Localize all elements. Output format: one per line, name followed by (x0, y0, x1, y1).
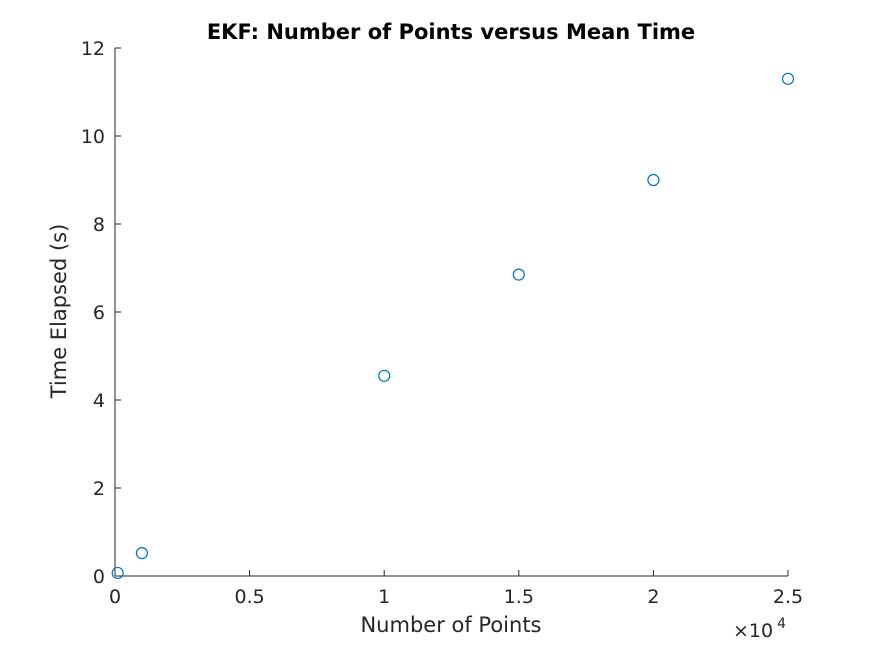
x-exponent-label: ×10 4 (733, 616, 786, 642)
chart-title: EKF: Number of Points versus Mean Time (207, 20, 695, 44)
y-ticks: 0 2 4 6 8 10 12 (81, 38, 121, 588)
data-point (111, 566, 124, 580)
x-ticks: 0 0.5 1 1.5 2 2.5 (109, 570, 803, 608)
x-tick-label: 2.5 (773, 586, 803, 608)
y-tick-label: 4 (93, 390, 105, 412)
y-tick-label: 6 (93, 302, 105, 324)
x-tick-label: 0 (109, 586, 121, 608)
data-point (135, 547, 149, 560)
x-tick-label: 1 (378, 586, 390, 608)
y-tick-label: 2 (93, 478, 105, 500)
x-tick-label: 0.5 (234, 586, 264, 608)
y-tick-label: 0 (93, 566, 105, 588)
data-point (512, 268, 525, 281)
y-axis-label: Time Elapsed (s) (47, 224, 71, 400)
data-point (781, 72, 795, 85)
x-exponent-base: ×10 (733, 620, 773, 642)
x-tick-label: 1.5 (504, 586, 534, 608)
x-exponent-power: 4 (777, 616, 786, 632)
x-tick-label: 2 (647, 586, 659, 608)
y-tick-label: 10 (81, 126, 105, 148)
y-tick-label: 8 (93, 214, 105, 236)
x-axis-label: Number of Points (360, 613, 541, 637)
data-point (647, 173, 660, 187)
y-tick-label: 12 (81, 38, 105, 60)
data-markers (111, 72, 795, 580)
data-point (378, 369, 391, 382)
